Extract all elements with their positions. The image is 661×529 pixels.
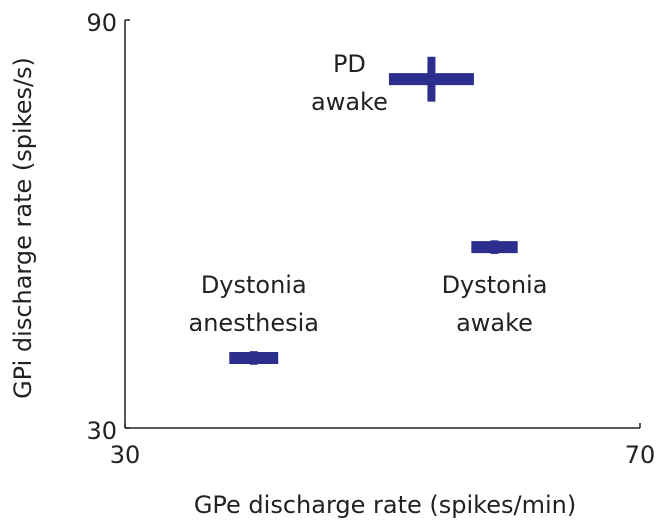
y-tick-label: 30 <box>86 417 117 445</box>
point-label: Dystonia <box>442 271 548 299</box>
y-tick-label: 90 <box>86 9 117 37</box>
y-axis-label: GPi discharge rate (spikes/s) <box>9 57 37 399</box>
point-label: awake <box>456 309 533 337</box>
point-label: PD <box>333 50 366 78</box>
x-tick-label: 70 <box>625 441 656 469</box>
point-label: anesthesia <box>189 309 319 337</box>
x-tick-label: 30 <box>110 441 141 469</box>
point-label: Dystonia <box>201 271 307 299</box>
point-label: awake <box>311 88 388 116</box>
x-axis-label: GPe discharge rate (spikes/min) <box>194 491 576 519</box>
